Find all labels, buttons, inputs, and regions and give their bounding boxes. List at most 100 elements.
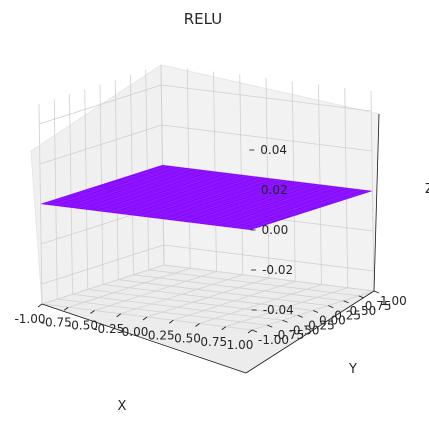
y-tick-mark	[358, 295, 364, 299]
grid-line	[148, 269, 359, 297]
surface-mesh-line	[74, 193, 285, 220]
grid-line	[102, 284, 314, 311]
surface-mesh-line	[64, 195, 275, 223]
y-tick-mark	[267, 324, 273, 328]
surface-mesh-line	[218, 186, 342, 227]
z-tick-label: -0.04	[263, 303, 294, 317]
surface-mesh-line	[176, 181, 300, 222]
surface-mesh-line	[192, 183, 315, 224]
surface-mesh-line	[95, 186, 306, 213]
surface-mesh-line	[52, 199, 263, 227]
x-tick-mark	[195, 323, 200, 327]
y-axis-label: Y	[348, 362, 357, 377]
x-tick-label: 1.00	[227, 338, 254, 352]
x-tick-mark	[64, 306, 69, 311]
surface-mesh-line	[77, 192, 288, 219]
y-tick-label: -0.50	[289, 323, 320, 337]
surface-mesh-line	[55, 198, 266, 226]
y-tick-mark	[373, 290, 380, 294]
x-tick-label: 0.75	[200, 335, 227, 349]
surface-mesh-line	[239, 189, 363, 229]
y-tick-label: 0.50	[350, 304, 377, 318]
y-tick-label: -0.75	[273, 328, 304, 342]
surface-mesh-line	[70, 194, 282, 221]
surface-mesh-line	[43, 202, 254, 230]
x-tick-mark	[221, 326, 226, 331]
surface-mesh-line	[229, 188, 352, 228]
surface-mesh-line	[101, 184, 312, 211]
x-axis-label: X	[118, 399, 127, 414]
surface-mesh-line	[203, 184, 326, 225]
x-tick-mark	[116, 313, 121, 318]
surface-mesh-line	[150, 178, 273, 218]
surface-mesh-line	[83, 190, 294, 217]
grid-line	[133, 274, 344, 302]
x-tick-labels: -1.00-0.75-0.50-0.250.00 0.25 0.50 0.75 1.00	[14, 312, 253, 352]
surface-mesh-line	[92, 187, 303, 214]
chart-title: RELU	[184, 10, 223, 28]
surface-mesh-line	[234, 188, 357, 229]
grid-line	[163, 264, 375, 292]
relu-surface	[40, 165, 373, 230]
y-tick-mark	[328, 305, 334, 308]
surface-mesh-line	[89, 188, 300, 215]
grid-line	[39, 84, 162, 125]
y-tick-label: -1.00	[258, 333, 289, 347]
y-tick-label: -0.25	[304, 318, 335, 332]
surface-mesh-line	[245, 190, 368, 230]
grid-line	[163, 244, 374, 272]
grid-line	[41, 244, 164, 285]
x-tick-label: -0.75	[41, 315, 72, 329]
y-tick-mark	[343, 300, 349, 304]
y-tick-mark	[282, 319, 288, 323]
surface-mesh-line	[80, 191, 291, 218]
x-tick-mark	[142, 316, 148, 321]
grid-line	[39, 124, 163, 165]
y-tick-labels: -1.00-0.75-0.50-0.250.000.250.500.751.00	[258, 294, 407, 347]
surface-mesh-line	[187, 182, 310, 223]
y-axis-line	[245, 290, 375, 374]
y-tick-label: 0.00	[319, 314, 346, 328]
y-tick-mark	[297, 315, 303, 318]
y-tick-label: 0.25	[334, 309, 361, 323]
x-tick-label: 0.00	[122, 325, 149, 339]
x-tick-mark	[90, 310, 95, 314]
x-tick-label: -1.00	[14, 312, 45, 326]
surface-mesh-line	[208, 185, 331, 226]
x-tick-label: -0.50	[67, 319, 98, 333]
x-axis-line	[41, 303, 247, 374]
z-tick-labels: 0.04 0.02 0.00 -0.02 -0.04	[260, 143, 293, 317]
x-tick-mark	[37, 303, 43, 308]
y-tick-label: 0.75	[365, 299, 392, 313]
x-tick-mark	[169, 319, 174, 324]
grid-line	[72, 293, 283, 321]
grid-line	[161, 84, 372, 112]
z-tick-label: 0.00	[262, 223, 289, 237]
surface-mesh-line	[49, 200, 260, 228]
x-tick-label: -0.25	[93, 322, 124, 336]
z-tick-label: -0.02	[262, 263, 293, 277]
surface-mesh-line	[61, 196, 272, 224]
surface-mesh-line	[86, 189, 297, 216]
y-tick-label: 1.00	[380, 294, 407, 308]
y-tick-mark	[251, 329, 258, 333]
surface-mesh-line	[224, 187, 347, 227]
z-tick-label: 0.04	[260, 143, 287, 157]
surface-mesh-line	[46, 201, 257, 229]
grid-line	[118, 279, 329, 307]
x-tick-mark	[247, 329, 253, 334]
grid-line	[87, 288, 298, 316]
surface-mesh-line	[67, 194, 278, 222]
surface-mesh-line	[197, 184, 321, 224]
axes-3d: -1.00-0.75-0.50-0.250.00 0.25 0.50 0.75 1.00…	[14, 64, 429, 414]
surface-mesh-line	[161, 179, 284, 220]
z-axis-line	[373, 113, 380, 292]
surface-mesh-line	[58, 197, 269, 225]
surface-mesh-line	[155, 179, 279, 219]
grid-line	[161, 124, 372, 152]
surface-mesh-line	[182, 182, 305, 222]
surface-mesh-line	[171, 181, 294, 221]
z-tick-label: 0.02	[261, 183, 288, 197]
grid-line	[57, 298, 268, 326]
